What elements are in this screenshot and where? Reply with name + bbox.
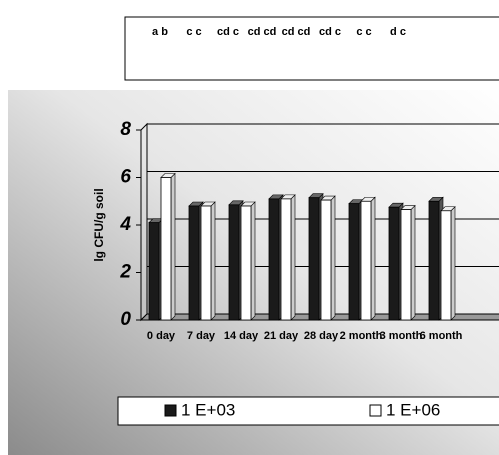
- legend-label: 1 E+06: [386, 400, 440, 419]
- x-tick-label: 6 month: [419, 330, 463, 342]
- annotation: cd cd: [248, 26, 277, 38]
- annotation: c c: [356, 26, 371, 38]
- bar-side: [370, 196, 376, 321]
- bar: [188, 205, 200, 321]
- legend-box: [117, 396, 499, 426]
- bar: [200, 205, 212, 321]
- bar-side: [290, 194, 296, 321]
- bar: [400, 209, 412, 321]
- y-tick-label: 2: [119, 262, 131, 283]
- annotation-box: [124, 16, 499, 81]
- y-axis-label: lg CFU/g soil: [92, 188, 106, 261]
- annotation: cd c: [217, 26, 239, 38]
- annotation: d c: [390, 26, 406, 38]
- bar: [348, 203, 360, 321]
- x-tick-label: 2 month: [339, 330, 383, 342]
- annotation: cd cd: [282, 26, 311, 38]
- x-tick-label: 14 day: [223, 330, 259, 342]
- x-tick-label: 0 day: [146, 330, 176, 342]
- y-tick-label: 6: [120, 167, 131, 188]
- bar: [240, 205, 252, 321]
- legend-swatch: [369, 404, 382, 417]
- bar: [428, 200, 440, 321]
- bar: [388, 206, 400, 321]
- bar: [280, 198, 292, 321]
- bar-side: [330, 195, 336, 321]
- annotation: c c: [186, 26, 201, 38]
- bar: [440, 210, 452, 321]
- y-tick-label: 4: [119, 214, 131, 235]
- bar: [148, 222, 160, 321]
- bar: [160, 177, 172, 321]
- x-tick-label: 21 day: [263, 330, 299, 342]
- bar: [360, 200, 372, 321]
- bar-side: [210, 201, 216, 321]
- x-tick-label: 28 day: [303, 330, 339, 342]
- bar-side: [410, 204, 416, 321]
- bar-side: [170, 172, 176, 321]
- y-tick-label: 0: [120, 309, 131, 330]
- x-tick-label: 7 day: [186, 330, 216, 342]
- annotation: a b: [152, 26, 168, 38]
- legend-label: 1 E+03: [181, 400, 235, 419]
- x-tick-label: 3 month: [379, 330, 423, 342]
- y-tick-label: 8: [120, 119, 131, 140]
- bar: [308, 197, 320, 321]
- bar: [268, 198, 280, 321]
- bar-side: [250, 201, 256, 321]
- bar: [228, 204, 240, 321]
- legend-swatch: [164, 404, 177, 417]
- annotation: cd c: [319, 26, 341, 38]
- bar-side: [450, 206, 456, 321]
- bar: [320, 199, 332, 321]
